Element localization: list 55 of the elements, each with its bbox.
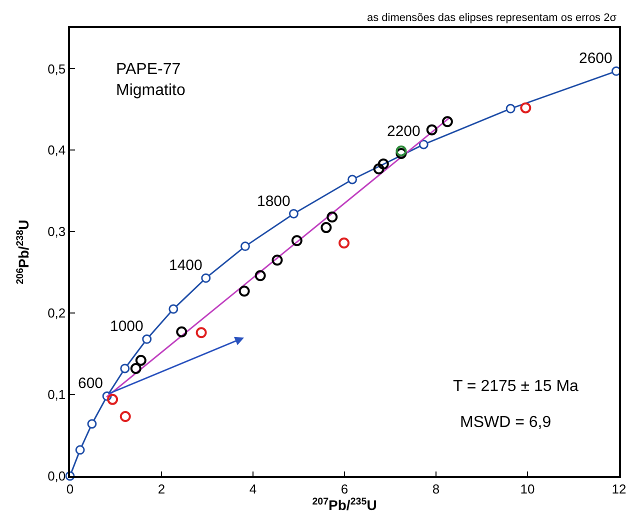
point (135, 354, 146, 366)
point (520, 102, 532, 114)
point (130, 362, 142, 374)
annotation: PAPE-77 Migmatito (116, 61, 186, 99)
annotation: 2600 (579, 50, 612, 67)
point (168, 304, 178, 314)
x-tick-label: 2 (158, 481, 166, 496)
point (506, 104, 516, 114)
text: as dimensões das elipses representam os erros 2σ (367, 12, 617, 24)
y-tick-label: 0,2 (48, 306, 66, 321)
point (120, 364, 130, 374)
point (373, 163, 384, 174)
y-tick-label: 0,5 (48, 61, 66, 76)
annotation: 1400 (169, 257, 202, 274)
point (176, 326, 188, 338)
point (291, 235, 302, 246)
point (396, 146, 407, 156)
point (87, 419, 97, 429)
point (378, 158, 389, 170)
x-tick-label: 6 (340, 481, 348, 496)
point (201, 273, 211, 283)
point (396, 148, 407, 159)
x-tick-label: 4 (249, 481, 257, 496)
point (272, 254, 283, 266)
annotation: T = 2175 ± 15 Ma (453, 378, 579, 395)
x-tick-label: 0 (66, 481, 74, 496)
annotation: 2200 (387, 123, 420, 140)
y-tick-label: 0,3 (48, 224, 66, 240)
point (238, 286, 250, 297)
point (120, 411, 131, 422)
point (348, 174, 358, 184)
x-tick-label: 8 (432, 481, 440, 496)
point (338, 238, 350, 249)
point (320, 222, 332, 234)
point (142, 334, 152, 344)
annotation: MSWD = 6,9 (460, 414, 552, 431)
point (75, 445, 85, 455)
point (240, 242, 250, 252)
y-tick-label: 0,4 (48, 142, 66, 158)
annotation: 1800 (257, 193, 290, 210)
point (418, 140, 428, 150)
point (442, 116, 453, 128)
annotation: 1000 (110, 318, 144, 335)
point (254, 270, 266, 282)
point (107, 394, 118, 405)
x-tick-label: 10 (520, 481, 535, 496)
point (426, 124, 438, 136)
x-tick-label: 12 (612, 481, 626, 496)
point (196, 327, 207, 338)
point (288, 208, 298, 218)
annotation: 600 (78, 375, 104, 392)
point (326, 211, 338, 222)
y-tick-label: 0,1 (48, 387, 66, 402)
x-axis-title: $^{207}$Pb/$^{235}$U (312, 496, 377, 514)
y-tick-label: 0,0 (48, 468, 66, 484)
